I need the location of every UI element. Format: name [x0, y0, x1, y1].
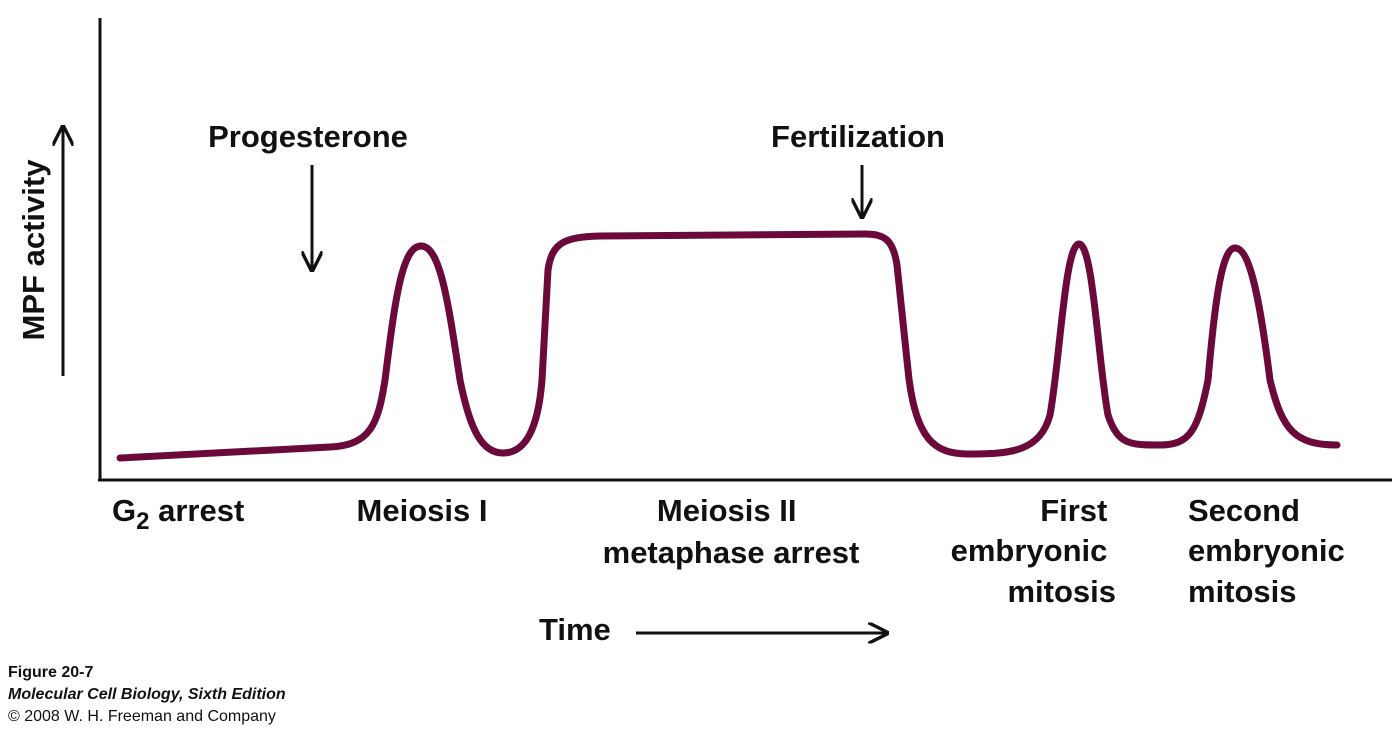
book-title: Molecular Cell Biology, Sixth Edition	[8, 686, 286, 703]
y-axis-label: MPF activity	[16, 159, 51, 341]
mpf-activity-curve	[116, 230, 1341, 462]
fertilization-label: Fertilization	[771, 119, 945, 154]
x-axis-label: Time	[539, 612, 611, 647]
phase-label-meiosis-1: Meiosis I	[357, 493, 488, 528]
phase-label-meiosis-2: Meiosis II metaphase arrest	[603, 493, 860, 570]
phase-label-g2-arrest: G2 arrest	[112, 493, 244, 535]
progesterone-label: Progesterone	[208, 119, 408, 154]
phase-label-first-embryonic-mitosis: First embryonic mitosis	[951, 493, 1116, 609]
copyright-notice: © 2008 W. H. Freeman and Company	[8, 708, 276, 725]
figure-number: Figure 20-7	[8, 664, 94, 681]
phase-label-second-embryonic-mitosis: Second embryonic mitosis	[1188, 493, 1353, 609]
